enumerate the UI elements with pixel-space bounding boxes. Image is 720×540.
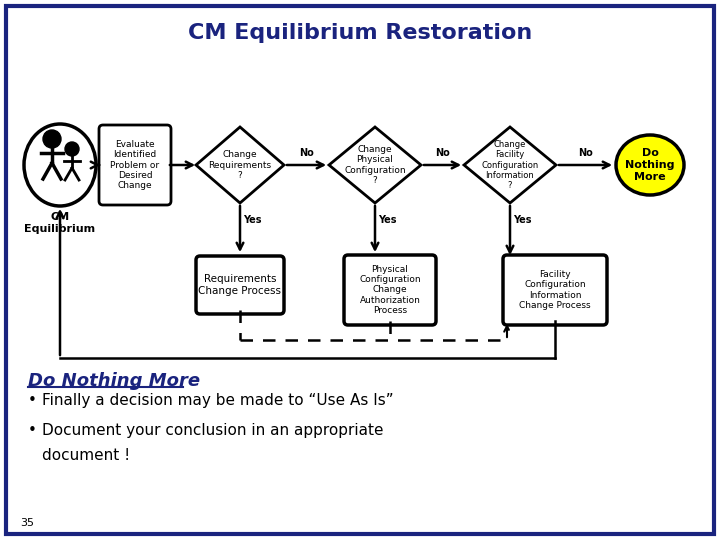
Circle shape	[65, 142, 79, 156]
Text: Finally a decision may be made to “Use As Is”: Finally a decision may be made to “Use A…	[42, 393, 394, 408]
Circle shape	[43, 130, 61, 148]
Ellipse shape	[616, 135, 684, 195]
Text: CM
Equilibrium: CM Equilibrium	[24, 212, 96, 234]
Text: Change
Facility
Configuration
Information
?: Change Facility Configuration Informatio…	[482, 140, 539, 190]
Text: No: No	[435, 148, 450, 158]
Text: Physical
Configuration
Change
Authorization
Process: Physical Configuration Change Authorizat…	[359, 265, 420, 315]
Ellipse shape	[24, 124, 96, 206]
FancyBboxPatch shape	[503, 255, 607, 325]
Text: •: •	[28, 393, 37, 408]
Text: Yes: Yes	[243, 215, 261, 225]
Text: 35: 35	[20, 518, 34, 528]
Text: Change
Requirements
?: Change Requirements ?	[208, 150, 271, 180]
Text: Do Nothing More: Do Nothing More	[28, 372, 200, 390]
Polygon shape	[464, 127, 556, 203]
Text: No: No	[578, 148, 593, 158]
Text: Facility
Configuration
Information
Change Process: Facility Configuration Information Chang…	[519, 270, 591, 310]
FancyBboxPatch shape	[344, 255, 436, 325]
Text: Evaluate
Identified
Problem or
Desired
Change: Evaluate Identified Problem or Desired C…	[110, 140, 160, 190]
Text: Change
Physical
Configuration
?: Change Physical Configuration ?	[344, 145, 406, 185]
Polygon shape	[329, 127, 421, 203]
Text: Yes: Yes	[378, 215, 397, 225]
Polygon shape	[196, 127, 284, 203]
Text: Yes: Yes	[513, 215, 531, 225]
Text: Requirements
Change Process: Requirements Change Process	[199, 274, 282, 296]
Text: Document your conclusion in an appropriate: Document your conclusion in an appropria…	[42, 423, 384, 438]
FancyBboxPatch shape	[6, 6, 714, 534]
Text: •: •	[28, 423, 37, 438]
Text: No: No	[299, 148, 314, 158]
Text: CM Equilibrium Restoration: CM Equilibrium Restoration	[188, 23, 532, 43]
FancyBboxPatch shape	[99, 125, 171, 205]
FancyBboxPatch shape	[196, 256, 284, 314]
Text: Do
Nothing
More: Do Nothing More	[625, 148, 675, 181]
Text: document !: document !	[42, 448, 130, 463]
